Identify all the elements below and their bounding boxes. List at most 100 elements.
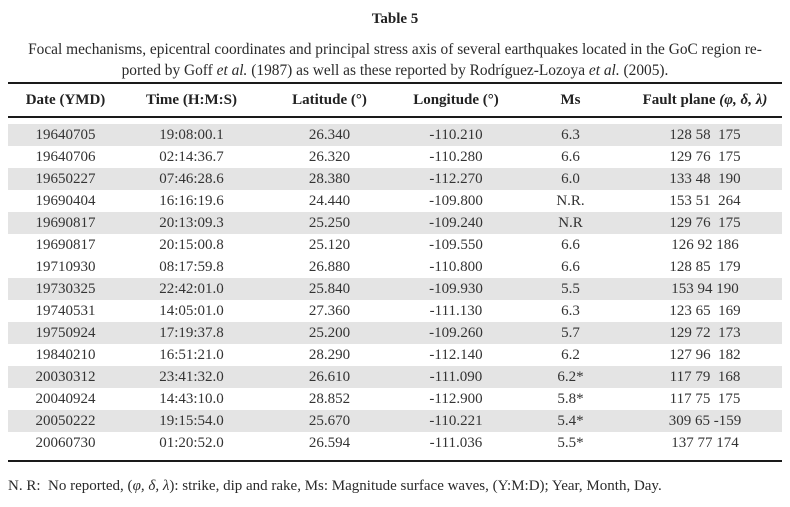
cell-latitude: 26.320: [308, 148, 351, 165]
cell-ms: 6.0: [513, 168, 628, 190]
cell-date: 19640705: [8, 124, 123, 146]
table-header-row: Date (YMD) Time (H:M:S) Latitude (°) Lon…: [8, 83, 782, 118]
footnote-text-2: ): strike, dip and rake, Ms: Magnitude s…: [169, 478, 662, 494]
cell-date: 20030312: [8, 366, 123, 388]
cell-date: 19750924: [8, 322, 123, 344]
table-row: 19690817 20:13:09.3 25.250 -109.240 N.R 129 7…: [8, 212, 782, 234]
cell-time: 02:14:36.7: [159, 148, 224, 165]
cell-longitude: -110.221: [399, 410, 513, 432]
table-row: 19710930 08:17:59.8 26.880 -110.800 6.6 128 8…: [8, 256, 782, 278]
cell-latitude: 25.670: [260, 410, 399, 432]
cell-date: 20050222: [8, 410, 123, 432]
cell-time: 23:41:32.0: [123, 366, 260, 388]
cell-ms: 6.3: [513, 124, 628, 146]
cell-longitude: -110.280: [429, 148, 483, 165]
cell-fault_plane: 128 85 179: [669, 258, 741, 275]
caption-line2-text2: (1987) as well as these reported by Rodr…: [247, 62, 589, 79]
cell-ms: 5.5: [513, 278, 628, 300]
cell-longitude: -109.930: [399, 278, 513, 300]
table-title: Table 5: [371, 11, 419, 27]
cell-longitude: -110.800: [429, 258, 483, 275]
header-latitude: Latitude (°): [260, 83, 399, 118]
cell-longitude: -109.550: [429, 236, 483, 253]
cell-latitude: 28.380: [260, 168, 399, 190]
table-row: 19730325 22:42:01.0 25.840 -109.930 5.5 153 9…: [8, 278, 782, 300]
cell-date: 19640706: [35, 148, 96, 165]
cell-time: 14:43:10.0: [159, 390, 224, 407]
table-row: 19650227 07:46:28.6 28.380 -112.270 6.0 133 4…: [8, 168, 782, 190]
cell-time: 19:08:00.1: [123, 124, 260, 146]
table-row: 19690404 16:16:19.6 24.440 -109.800 N.R. 153 …: [8, 190, 782, 212]
cell-date: 19710930: [35, 258, 96, 275]
cell-latitude: 26.880: [308, 258, 351, 275]
cell-latitude: 25.250: [260, 212, 399, 234]
cell-longitude: -112.270: [399, 168, 513, 190]
cell-longitude: -112.900: [429, 390, 483, 407]
caption-et-al-2: et al.: [588, 62, 620, 79]
cell-latitude: 25.200: [260, 322, 399, 344]
cell-ms: 5.4*: [513, 410, 628, 432]
cell-ms: 6.3: [561, 302, 580, 319]
cell-date: 20060730: [35, 434, 96, 451]
header-date: Date (YMD): [8, 83, 123, 118]
header-fault-plane-symbols: (φ, δ, λ): [719, 91, 768, 108]
table-row: 19640706 02:14:36.7 26.320 -110.280 6.6 129 7…: [8, 146, 782, 168]
table-row: 20050222 19:15:54.0 25.670 -110.221 5.4* 309 …: [8, 410, 782, 432]
cell-latitude: 25.840: [260, 278, 399, 300]
cell-longitude: -110.210: [399, 124, 513, 146]
cell-fault_plane: 129 76 175: [628, 212, 782, 234]
cell-date: 19840210: [35, 346, 96, 363]
cell-date: 19740531: [35, 302, 96, 319]
cell-ms: 6.6: [561, 236, 580, 253]
table-row: 20030312 23:41:32.0 26.610 -111.090 6.2* 117 …: [8, 366, 782, 388]
cell-time: 16:16:19.6: [159, 192, 224, 209]
cell-fault_plane: 126 92 186: [671, 236, 739, 253]
cell-time: 08:17:59.8: [159, 258, 224, 275]
cell-latitude: 28.290: [308, 346, 351, 363]
cell-fault_plane: 133 48 190: [628, 168, 782, 190]
cell-fault_plane: 123 65 169: [669, 302, 741, 319]
cell-date: 19650227: [8, 168, 123, 190]
cell-fault_plane: 127 96 182: [669, 346, 741, 363]
cell-latitude: 27.360: [308, 302, 351, 319]
cell-longitude: -111.090: [399, 366, 513, 388]
cell-ms: 5.8*: [557, 390, 584, 407]
cell-fault_plane: 129 72 173: [628, 322, 782, 344]
cell-ms: 5.5*: [557, 434, 584, 451]
header-longitude: Longitude (°): [399, 83, 513, 118]
table-footnote: N. R: No reported, (φ, δ, λ): strike, di…: [8, 478, 662, 495]
cell-longitude: -109.800: [429, 192, 483, 209]
table-row: 20060730 01:20:52.0 26.594 -111.036 5.5* 137 …: [8, 432, 782, 454]
cell-longitude: -109.260: [399, 322, 513, 344]
header-time: Time (H:M:S): [123, 83, 260, 118]
cell-fault_plane: 153 51 264: [669, 192, 741, 209]
cell-latitude: 25.120: [308, 236, 351, 253]
footnote-text-1: N. R: No reported, (: [8, 478, 133, 494]
table-caption: Focal mechanisms, epicentral coordinates…: [0, 39, 790, 81]
cell-longitude: -112.140: [429, 346, 483, 363]
table-row: 20040924 14:43:10.0 28.852 -112.900 5.8* 117 …: [8, 388, 782, 410]
cell-fault_plane: 309 65 -159: [628, 410, 782, 432]
cell-date: 19690817: [8, 212, 123, 234]
caption-line-2: ported by Goff et al. (1987) as well as …: [0, 60, 790, 81]
header-fault-plane: Fault plane (φ, δ, λ): [628, 83, 782, 118]
cell-latitude: 26.610: [260, 366, 399, 388]
cell-time: 22:42:01.0: [123, 278, 260, 300]
cell-date: 20040924: [35, 390, 96, 407]
header-fault-plane-label: Fault plane: [642, 91, 720, 108]
caption-line2-text: ported by Goff: [121, 62, 217, 79]
cell-latitude: 28.852: [308, 390, 351, 407]
header-gap: [8, 117, 782, 124]
earthquake-table: Date (YMD) Time (H:M:S) Latitude (°) Lon…: [8, 82, 782, 462]
cell-ms: 6.2*: [513, 366, 628, 388]
footer-gap: [8, 454, 782, 461]
footnote-greek-symbols: φ, δ, λ: [132, 478, 170, 494]
table-row: 19750924 17:19:37.8 25.200 -109.260 5.7 129 7…: [8, 322, 782, 344]
cell-fault_plane: 128 58 175: [628, 124, 782, 146]
cell-fault_plane: 129 76 175: [669, 148, 741, 165]
table-row: 19740531 14:05:01.0 27.360 -111.130 6.3 123 6…: [8, 300, 782, 322]
cell-time: 19:15:54.0: [123, 410, 260, 432]
caption-line2-text3: (2005).: [619, 62, 669, 79]
cell-fault_plane: 153 94 190: [628, 278, 782, 300]
